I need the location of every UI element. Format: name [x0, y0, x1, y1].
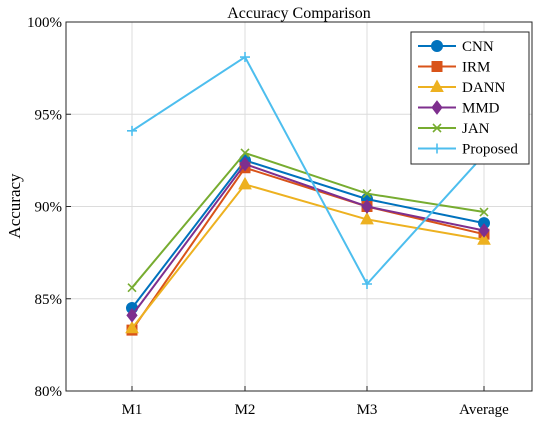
data-point-dann	[125, 320, 139, 334]
legend-label-mmd: MMD	[462, 101, 500, 117]
legend-label-irm: IRM	[462, 60, 490, 76]
data-point-mmd	[126, 308, 138, 323]
chart-title: Accuracy Comparison	[227, 5, 371, 22]
legend-marker-irm	[431, 61, 443, 72]
y-tick-label: 85%	[35, 292, 63, 308]
legend-marker-cnn	[431, 40, 443, 52]
y-axis-label: Accuracy	[5, 173, 24, 239]
y-tick-label: 95%	[35, 107, 63, 123]
data-point-dann	[238, 176, 252, 190]
series-line-irm	[131, 166, 485, 331]
legend-marker-dann	[430, 79, 444, 92]
legend-label-cnn: CNN	[462, 39, 494, 55]
x-tick-label: Average	[459, 402, 509, 418]
legend-label-dann: DANN	[462, 80, 505, 96]
axis-ticks: M1 M2 M3 Average 80% 85% 90% 95% 100%	[27, 15, 509, 418]
legend-marker-mmd	[431, 100, 443, 115]
legend-label-jan: JAN	[462, 121, 490, 137]
y-tick-label: 100%	[27, 15, 62, 31]
y-tick-label: 90%	[35, 200, 63, 216]
legend-marker-proposed	[432, 143, 442, 154]
legend-marker-jan	[432, 123, 442, 133]
data-point-proposed	[127, 125, 137, 136]
x-tick-label: M1	[122, 402, 143, 418]
data-point-proposed	[240, 52, 250, 63]
legend: CNN IRM DANN MMD JAN Proposed	[410, 31, 530, 165]
series-line-jan	[131, 151, 485, 289]
data-point-mmd	[478, 223, 490, 238]
data-point-dann	[477, 232, 491, 245]
data-point-mmd	[361, 199, 373, 214]
data-point-jan	[240, 148, 250, 158]
data-point-dann	[360, 211, 374, 225]
data-point-mmd	[239, 156, 251, 172]
legend-label-proposed: Proposed	[462, 142, 518, 158]
x-tick-label: M3	[357, 402, 378, 418]
legend-box	[410, 31, 530, 165]
data-point-jan	[362, 189, 372, 199]
data-point-jan	[479, 207, 489, 217]
y-tick-label: 80%	[35, 384, 63, 400]
series-line-cnn	[131, 159, 485, 309]
data-point-jan	[127, 283, 137, 293]
series-line-proposed	[131, 55, 485, 286]
series-line-dann	[131, 183, 485, 329]
plot-series	[125, 52, 491, 336]
data-point-proposed	[362, 278, 372, 289]
x-tick-label: M2	[235, 402, 256, 418]
